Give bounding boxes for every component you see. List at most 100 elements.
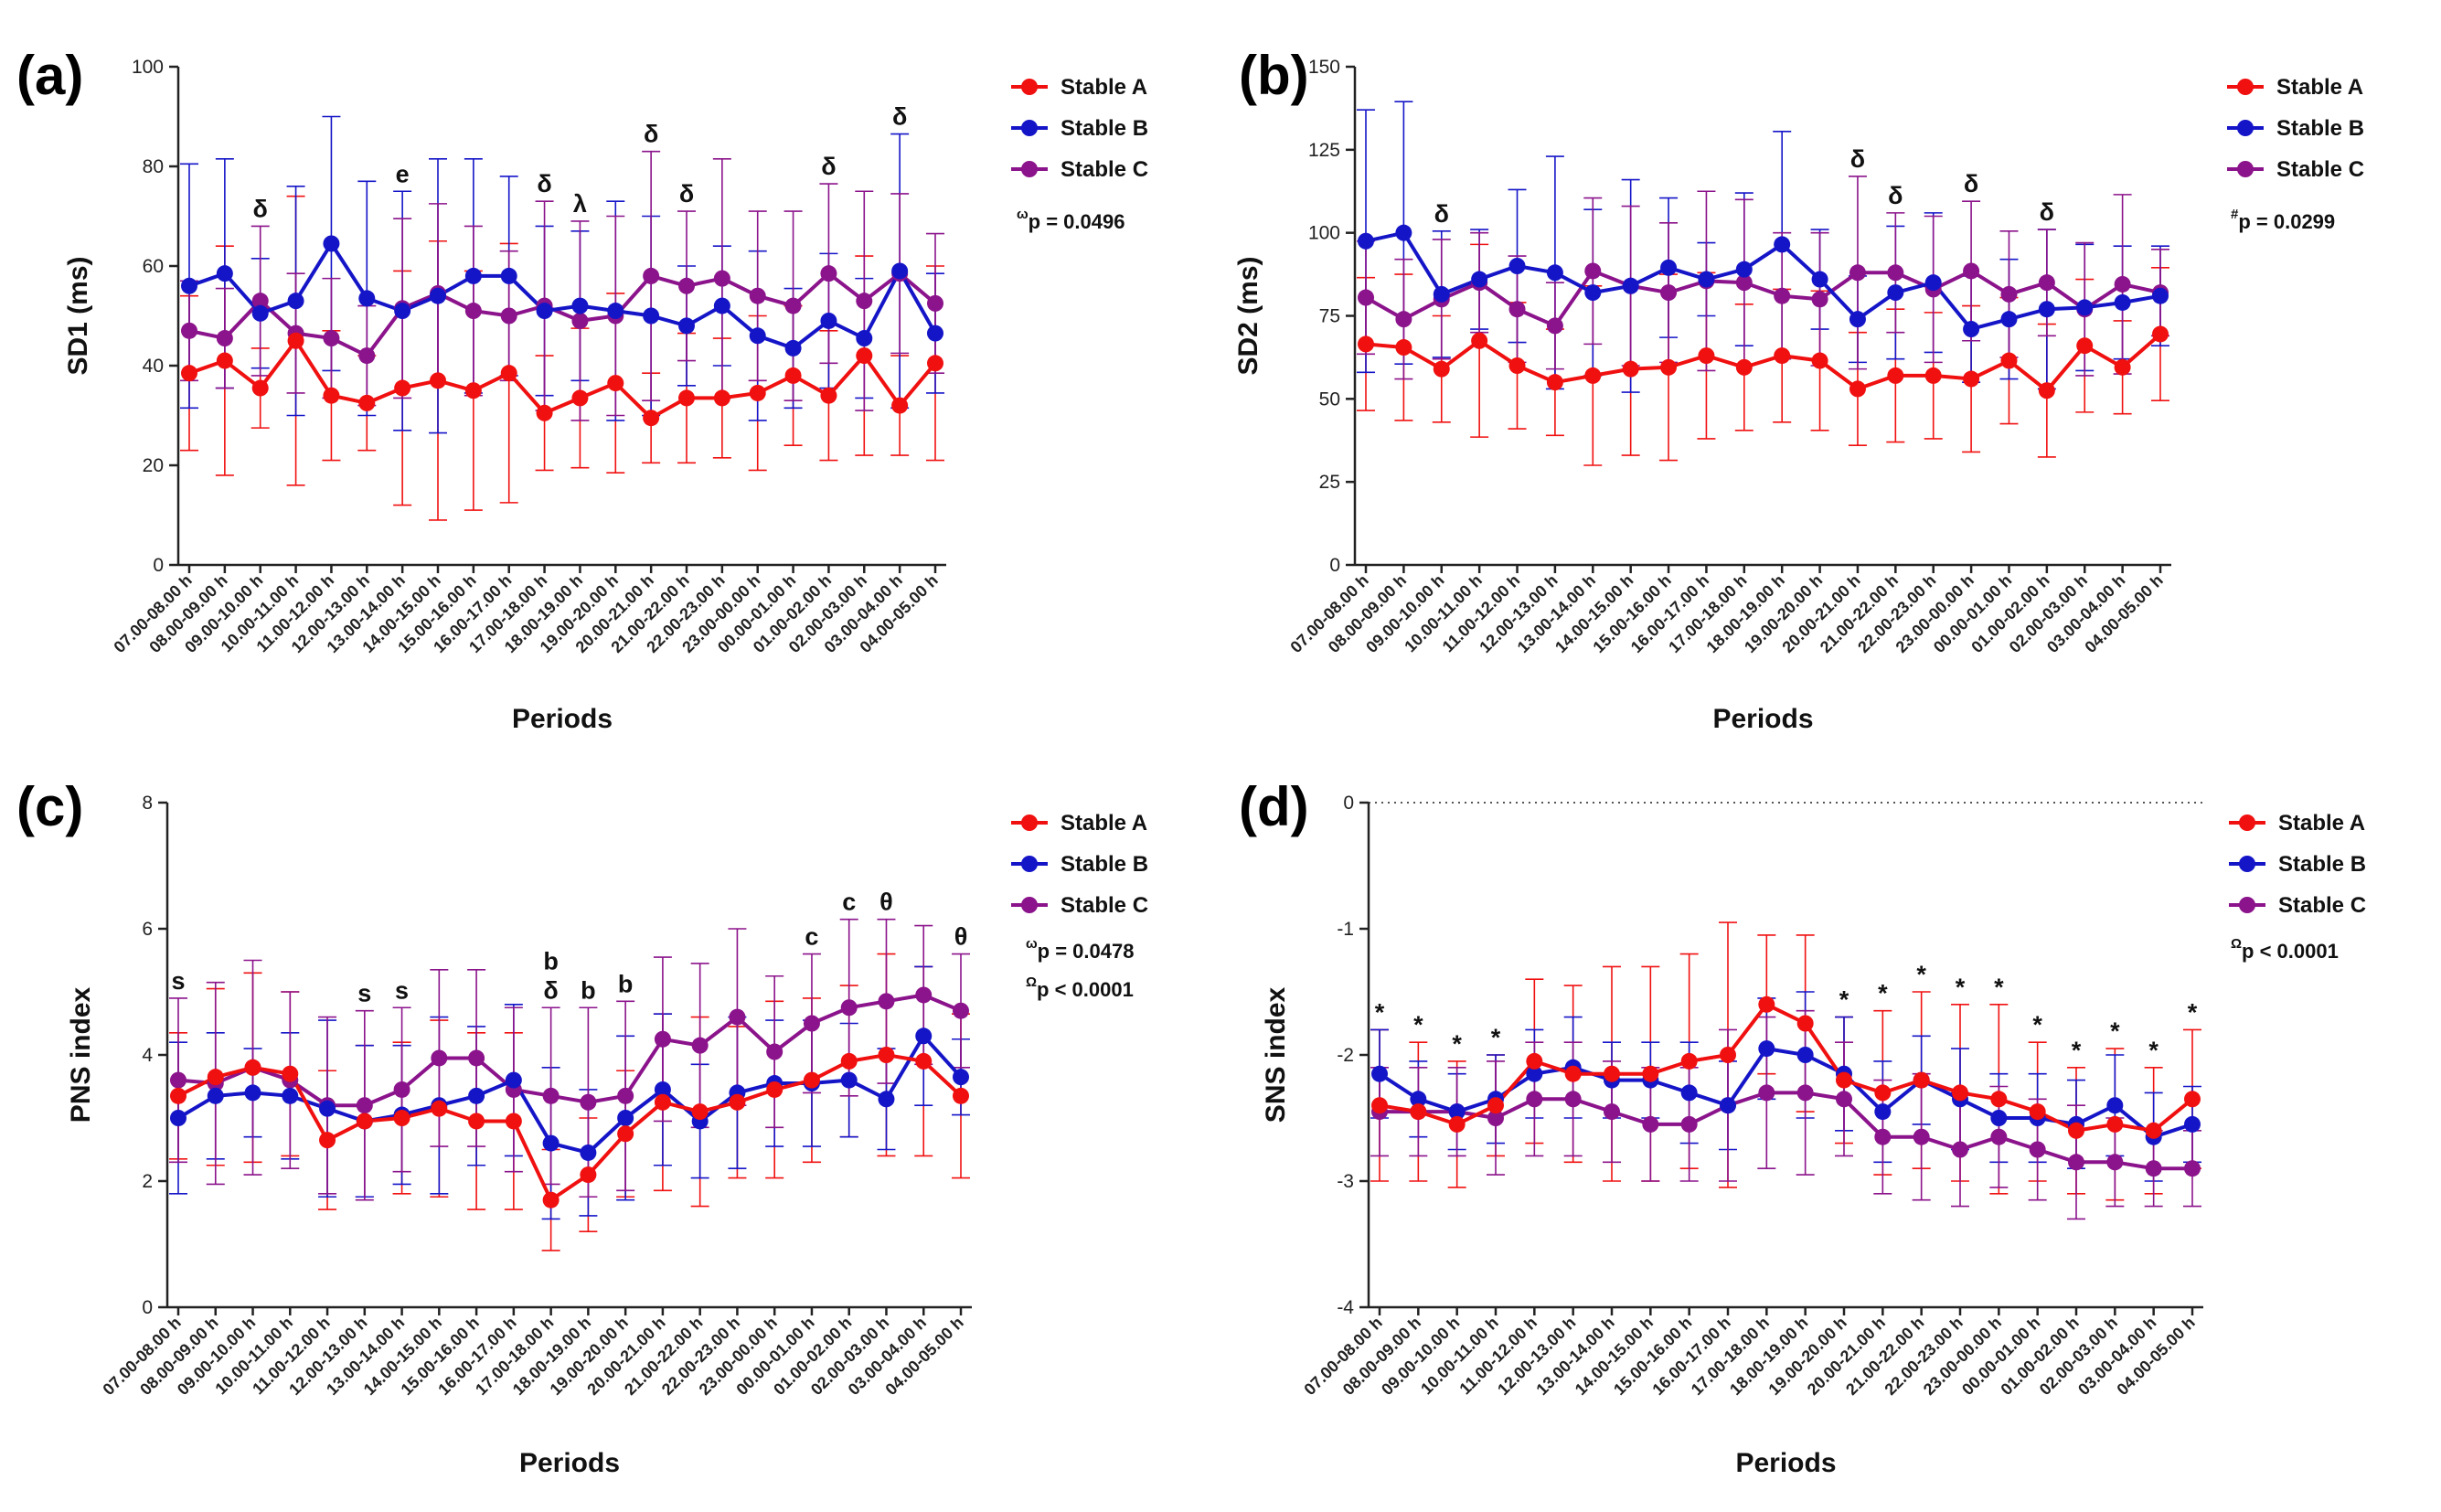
y-axis-title: PNS index bbox=[66, 986, 96, 1123]
data-point-stable-a bbox=[323, 387, 340, 404]
data-point-stable-a bbox=[1448, 1115, 1466, 1133]
data-point-stable-b bbox=[2038, 301, 2055, 318]
data-point-stable-c bbox=[915, 986, 933, 1004]
data-point-stable-c bbox=[643, 267, 660, 284]
data-point-stable-c bbox=[1774, 287, 1791, 304]
data-point-stable-b bbox=[2000, 311, 2018, 328]
data-point-stable-a bbox=[244, 1059, 261, 1076]
series-line-stable-c bbox=[177, 993, 962, 1108]
data-point-stable-c bbox=[1887, 264, 1904, 282]
significance-annotation: * bbox=[1491, 1024, 1501, 1051]
p-value-text: p < 0.0001 bbox=[1037, 978, 1134, 1001]
series-line-stable-b bbox=[176, 1032, 963, 1155]
data-point-stable-c bbox=[1584, 262, 1602, 280]
significance-annotation: e bbox=[396, 160, 410, 187]
significance-annotation: * bbox=[2032, 1011, 2042, 1038]
p-value-note: Ωp < 0.0001 bbox=[2231, 936, 2339, 963]
y-tick-label: 150 bbox=[1308, 57, 1340, 78]
data-point-stable-a bbox=[2106, 1115, 2124, 1133]
data-point-stable-b bbox=[1924, 274, 1942, 292]
data-point-stable-b bbox=[878, 1091, 895, 1108]
significance-annotation: θ bbox=[879, 889, 893, 916]
data-point-stable-a bbox=[580, 1166, 597, 1184]
data-point-stable-c bbox=[1913, 1128, 1930, 1145]
data-point-stable-b bbox=[181, 277, 197, 294]
data-point-stable-c bbox=[1680, 1115, 1698, 1133]
data-point-stable-c bbox=[1604, 1103, 1620, 1121]
y-tick-label: -2 bbox=[1337, 1045, 1354, 1066]
data-point-stable-c bbox=[1758, 1084, 1775, 1102]
data-point-stable-a bbox=[1487, 1097, 1504, 1114]
legend-label-stable-a: Stable A bbox=[2278, 811, 2365, 836]
data-point-stable-a bbox=[536, 404, 553, 421]
panel-label-a-sd1: (a) bbox=[16, 45, 83, 106]
data-point-stable-c bbox=[2184, 1160, 2201, 1177]
data-point-stable-b bbox=[1584, 284, 1602, 302]
y-tick-label: 40 bbox=[143, 356, 164, 377]
data-point-stable-c bbox=[542, 1087, 560, 1104]
data-point-stable-b bbox=[1758, 1040, 1775, 1058]
data-point-stable-b bbox=[1698, 271, 1715, 288]
data-point-stable-b bbox=[1874, 1103, 1892, 1121]
data-point-stable-a bbox=[691, 1103, 709, 1121]
data-point-stable-b bbox=[1680, 1084, 1698, 1102]
data-point-stable-c bbox=[856, 293, 873, 310]
data-point-stable-a bbox=[607, 375, 624, 392]
significance-annotation: * bbox=[1916, 961, 1926, 988]
significance-annotation: δ bbox=[543, 976, 558, 1004]
data-point-stable-c bbox=[729, 1008, 746, 1026]
data-point-stable-c bbox=[953, 1002, 969, 1019]
series-line-stable-a bbox=[1365, 332, 2162, 394]
y-tick-label: 6 bbox=[142, 919, 153, 940]
significance-annotation: s bbox=[357, 980, 371, 1007]
data-point-stable-b bbox=[784, 339, 802, 357]
data-point-stable-b bbox=[1660, 259, 1678, 276]
data-point-stable-c bbox=[803, 1015, 820, 1032]
data-point-stable-a bbox=[891, 397, 909, 414]
series-line-stable-a bbox=[188, 337, 937, 421]
y-tick-label: -4 bbox=[1337, 1297, 1354, 1318]
significance-annotation: c bbox=[842, 889, 856, 916]
y-tick-label: 2 bbox=[142, 1171, 153, 1192]
data-point-stable-b bbox=[607, 303, 624, 320]
data-point-stable-c bbox=[1642, 1115, 1659, 1133]
data-point-stable-a bbox=[1604, 1065, 1620, 1082]
series-line-stable-a bbox=[1379, 1002, 2194, 1133]
data-point-stable-a bbox=[713, 389, 730, 407]
data-point-stable-c bbox=[356, 1097, 373, 1114]
data-point-stable-b bbox=[536, 303, 553, 320]
data-point-stable-c bbox=[1836, 1091, 1852, 1108]
data-point-stable-b bbox=[1371, 1065, 1388, 1082]
significance-annotation: * bbox=[1452, 1030, 1462, 1058]
data-point-stable-c bbox=[1546, 317, 1563, 335]
data-point-stable-a bbox=[468, 1113, 485, 1130]
data-point-stable-b bbox=[713, 297, 730, 314]
data-point-stable-b bbox=[749, 327, 766, 345]
data-point-stable-b bbox=[505, 1071, 522, 1089]
data-point-stable-a bbox=[1887, 367, 1904, 384]
data-point-stable-b bbox=[1774, 236, 1791, 253]
data-point-stable-a bbox=[678, 389, 695, 407]
y-tick-label: 0 bbox=[153, 555, 164, 576]
data-point-stable-c bbox=[1874, 1128, 1892, 1145]
data-point-stable-a bbox=[1796, 1015, 1814, 1032]
data-point-stable-b bbox=[1990, 1110, 2008, 1126]
data-point-stable-a bbox=[1508, 357, 1526, 374]
data-point-stable-c bbox=[1526, 1091, 1543, 1108]
legend-label-stable-b: Stable B bbox=[1061, 852, 1148, 877]
series-line-stable-a bbox=[177, 1052, 963, 1203]
significance-annotation: b bbox=[581, 976, 596, 1004]
data-point-stable-a bbox=[393, 1110, 410, 1126]
significance-annotation: * bbox=[2110, 1017, 2120, 1045]
data-point-stable-c bbox=[1796, 1084, 1814, 1102]
legend-marker-stable-a bbox=[1021, 79, 1038, 95]
data-point-stable-c bbox=[1358, 289, 1374, 306]
y-tick-label: 60 bbox=[143, 256, 164, 277]
data-point-stable-c bbox=[1735, 274, 1753, 292]
data-point-stable-a bbox=[2000, 352, 2018, 369]
y-axis-title: SD1 (ms) bbox=[63, 256, 93, 375]
data-point-stable-c bbox=[2145, 1160, 2162, 1177]
data-point-stable-b bbox=[891, 262, 909, 280]
